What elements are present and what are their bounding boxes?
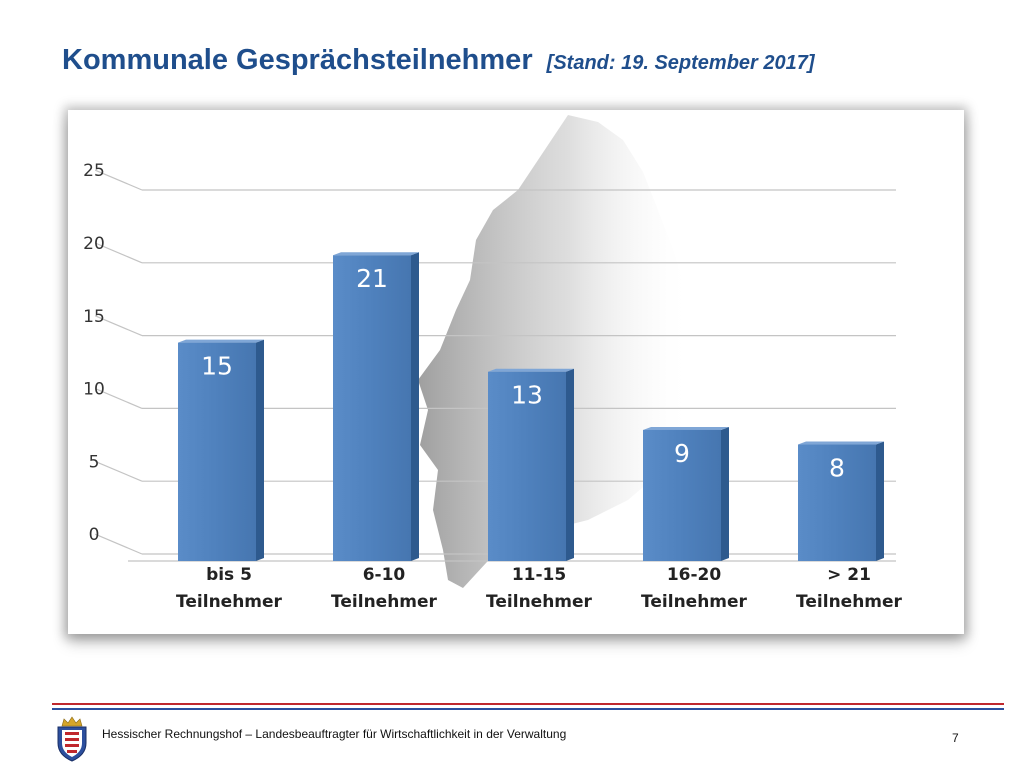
y-tick-label: 20 bbox=[83, 234, 105, 254]
gridline-side bbox=[94, 315, 143, 337]
bar-side bbox=[256, 339, 264, 561]
x-tick-label: Teilnehmer bbox=[176, 592, 283, 612]
footer-text: Hessischer Rechnungshof – Landesbeauftra… bbox=[102, 727, 567, 741]
bar-top bbox=[178, 339, 264, 343]
gridline-side bbox=[94, 242, 143, 264]
bar-top bbox=[643, 426, 729, 430]
bar-side bbox=[411, 252, 419, 562]
y-tick-label: 15 bbox=[83, 307, 105, 327]
footer-line-red bbox=[52, 703, 1004, 705]
y-tick-label: 0 bbox=[89, 525, 100, 545]
title-main: Kommunale Gesprächsteilnehmer bbox=[62, 44, 533, 76]
x-tick-label: bis 5 bbox=[206, 565, 252, 585]
bar-top bbox=[798, 441, 884, 445]
x-tick-label: Teilnehmer bbox=[486, 592, 593, 612]
chart-frame: 0 5 10 15 20 25 15 21 13 9 8 bis 5 Teilnehmer 6-10 T… bbox=[68, 110, 964, 634]
gridline-side bbox=[94, 388, 143, 409]
map-silhouette-background bbox=[418, 115, 693, 588]
hessen-crest-icon bbox=[57, 716, 87, 762]
bar bbox=[333, 255, 411, 562]
bar bbox=[643, 429, 721, 561]
x-tick-label: > 21 bbox=[827, 565, 871, 585]
x-tick-label: Teilnehmer bbox=[641, 592, 748, 612]
title-date-stamp: [Stand: 19. September 2017] bbox=[546, 52, 815, 74]
bar-side bbox=[721, 426, 729, 561]
x-tick-label: 11-15 bbox=[512, 565, 566, 585]
data-label: 15 bbox=[201, 352, 233, 381]
slide-title: Kommunale Gesprächsteilnehmer [Stand: 19… bbox=[62, 44, 815, 77]
y-tick-label: 25 bbox=[83, 161, 105, 181]
y-tick-label: 5 bbox=[89, 452, 100, 472]
data-label: 8 bbox=[829, 454, 845, 483]
gridline-side bbox=[94, 533, 143, 555]
data-label: 9 bbox=[674, 439, 690, 468]
bar bbox=[798, 444, 876, 561]
y-tick-label: 10 bbox=[83, 380, 105, 400]
bar-top bbox=[488, 368, 574, 372]
x-tick-label: Teilnehmer bbox=[331, 592, 438, 612]
bar-side bbox=[566, 368, 574, 561]
bar bbox=[488, 371, 566, 561]
data-label: 21 bbox=[356, 264, 388, 293]
bar-side bbox=[876, 441, 884, 561]
x-tick-label: Teilnehmer bbox=[796, 592, 903, 612]
page-number: 7 bbox=[952, 731, 959, 745]
x-tick-label: 6-10 bbox=[363, 565, 406, 585]
x-tick-label: 16-20 bbox=[667, 565, 722, 585]
footer-line-blue bbox=[52, 708, 1004, 710]
data-label: 13 bbox=[511, 381, 543, 410]
gridline-side bbox=[94, 460, 143, 482]
gridline-side bbox=[94, 169, 143, 191]
bar-top bbox=[333, 252, 419, 256]
bar bbox=[178, 342, 256, 561]
bar-chart: 0 5 10 15 20 25 15 21 13 9 8 bis 5 Teilnehmer 6-10 T… bbox=[83, 115, 903, 612]
